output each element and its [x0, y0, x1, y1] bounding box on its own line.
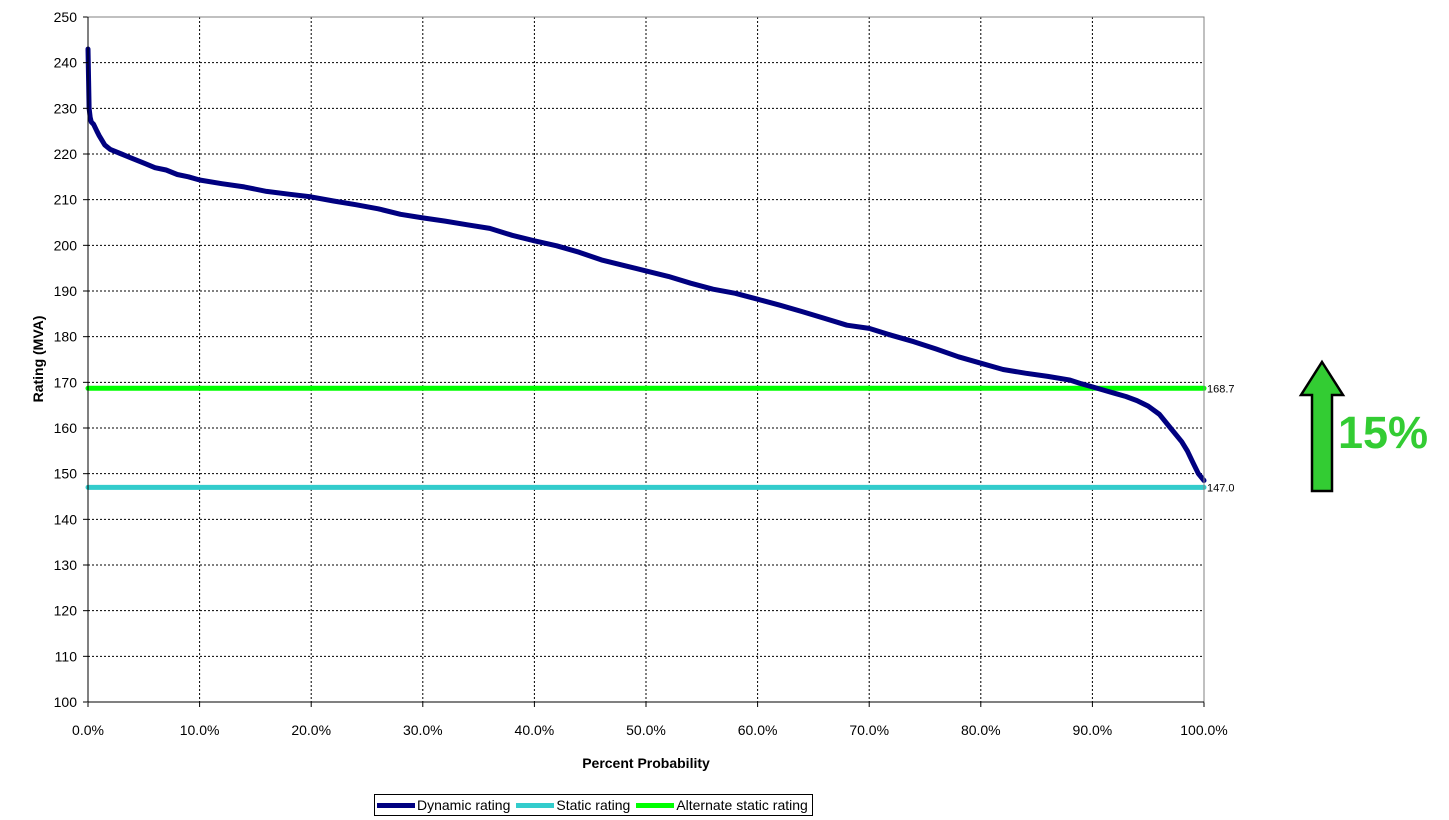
legend-swatch-static — [516, 802, 555, 808]
legend-swatch-dynamic — [377, 802, 415, 808]
x-axis-title: Percent Probability — [582, 755, 710, 771]
legend-item-static: Static rating — [516, 797, 630, 813]
y-tick-label: 100 — [54, 694, 78, 710]
gridlines — [88, 16, 1205, 702]
legend-item-dynamic: Dynamic rating — [377, 797, 510, 813]
x-tick-label: 80.0% — [961, 722, 1001, 738]
x-tick-label: 70.0% — [849, 722, 889, 738]
up-arrow-icon — [1298, 359, 1346, 493]
legend-swatch-alternate — [636, 802, 675, 808]
y-axis-title: Rating (MVA) — [30, 316, 46, 403]
y-tick-label: 110 — [55, 648, 78, 664]
x-tick-label: 60.0% — [738, 722, 778, 738]
y-tick-label: 200 — [54, 237, 78, 253]
static-rating-value-label: 147.0 — [1207, 482, 1235, 494]
y-tick-label: 230 — [54, 100, 78, 116]
y-tick-label: 210 — [54, 192, 78, 208]
y-tick-label: 240 — [54, 55, 78, 71]
y-tick-label: 190 — [54, 283, 78, 299]
y-tick-label: 130 — [54, 557, 78, 573]
legend-item-alternate: Alternate static rating — [636, 797, 808, 813]
x-tick-label: 10.0% — [180, 722, 220, 738]
rating-chart: 0.0% 10.0% 20.0% 30.0% 40.0% 50.0% 60.0% 70.0% 8… — [30, 9, 1346, 771]
legend-label-static: Static rating — [556, 797, 631, 813]
y-tick-label: 160 — [54, 420, 78, 436]
x-tick-label: 0.0% — [72, 722, 104, 738]
y-tick-label: 170 — [54, 374, 78, 390]
y-tick-label: 150 — [54, 466, 78, 482]
x-tick-label: 40.0% — [515, 722, 555, 738]
reference-labels: 147.0 168.7 — [1207, 383, 1235, 494]
y-tick-label: 180 — [54, 329, 78, 345]
dynamic-rating-line — [85, 46, 1207, 483]
y-tick-label: 220 — [54, 146, 78, 162]
series-layer — [85, 46, 1207, 490]
alternate-static-rating-value-label: 168.7 — [1207, 383, 1235, 395]
up-arrow-shape — [1298, 359, 1346, 493]
y-tick-label: 120 — [54, 603, 78, 619]
x-tick-label: 100.0% — [1180, 722, 1227, 738]
y-tick-label: 140 — [54, 511, 78, 527]
percent-increase-label: 15% — [1338, 407, 1429, 458]
x-tick-label: 50.0% — [626, 722, 666, 738]
x-tick-label: 90.0% — [1073, 722, 1113, 738]
x-tick-label: 30.0% — [403, 722, 443, 738]
y-tick-label: 250 — [54, 9, 78, 25]
x-tick-label: 20.0% — [291, 722, 331, 738]
plot-area — [88, 17, 1204, 702]
y-tick-labels: 100 110 120 130 140 150 160 170 180 190 200 210 220 2… — [54, 9, 78, 710]
legend-label-alternate: Alternate static rating — [676, 797, 808, 813]
axes — [83, 16, 1205, 707]
x-tick-labels: 0.0% 10.0% 20.0% 30.0% 40.0% 50.0% 60.0% 70.0% 8… — [72, 722, 1228, 738]
chart-legend: Dynamic rating Static rating Alternate s… — [374, 794, 813, 816]
legend-label-dynamic: Dynamic rating — [417, 797, 511, 813]
